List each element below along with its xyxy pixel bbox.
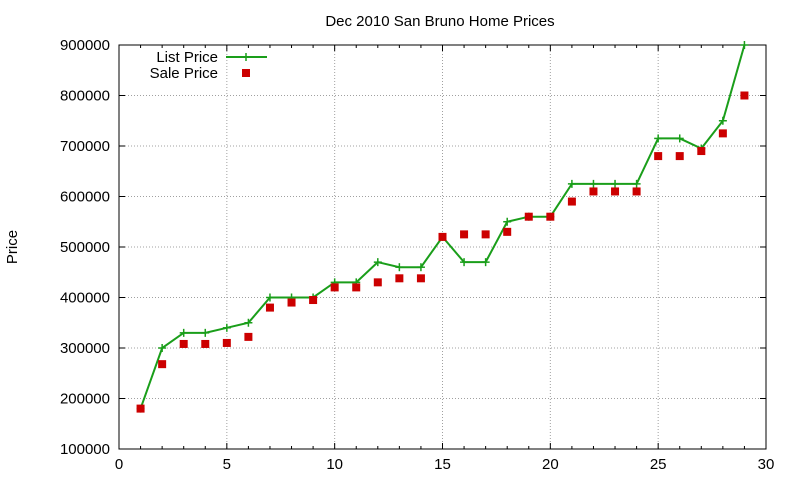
x-tick-label: 15 [434,456,451,473]
sale-price-point [309,296,318,305]
sale-price-point [287,298,296,307]
y-tick-label: 900000 [60,37,110,54]
list-price-point [373,258,382,267]
list-price-point [632,179,641,188]
sale-price-point [740,91,749,100]
list-price-point [654,134,663,143]
x-tick-label: 30 [758,456,775,473]
legend-label: Sale Price [150,65,218,82]
legend-plus-marker [242,53,250,61]
y-tick-label: 300000 [60,340,110,357]
sale-price-point [179,339,188,348]
sale-price-point [330,283,339,292]
grid [119,45,766,449]
sale-price-point [675,152,684,161]
list-price-point [460,258,469,267]
sale-price-point [244,332,253,341]
y-tick-label: 200000 [60,391,110,408]
list-price-point [740,41,749,49]
list-price-point [265,293,274,302]
sale-price-point [373,278,382,287]
x-tick-label: 5 [223,456,231,473]
sale-price-point [481,230,490,239]
y-tick-label: 100000 [60,441,110,458]
list-price-point [503,217,512,226]
legend-label: List Price [156,49,218,66]
y-tick-label: 600000 [60,189,110,206]
sale-price-point [589,187,598,196]
list-price-point [416,263,425,272]
legend-square-marker [242,69,250,77]
sale-price-point [718,129,727,138]
list-price-point [179,328,188,337]
y-tick-label: 800000 [60,88,110,105]
chart-title: Dec 2010 San Bruno Home Prices [325,13,554,30]
x-tick-label: 25 [650,456,667,473]
sale-price-point [395,274,404,283]
list-price-point [158,344,167,352]
sale-price-point [460,230,469,239]
y-tick-label: 400000 [60,290,110,307]
sale-price-point [524,212,533,221]
list-price-point [718,116,727,125]
y-tick-label: 500000 [60,239,110,256]
sale-price-point [352,283,361,292]
sale-price-point [222,338,231,347]
x-tick-label: 20 [542,456,559,473]
sale-price-point [201,339,210,348]
x-tick-label: 0 [115,456,123,473]
sale-price-point [654,152,663,161]
sale-price-point [611,187,620,196]
y-axis: 100000 200000 300000 400000 500000 600000 7000… [60,37,766,458]
sale-price-point [632,187,641,196]
list-price-point [481,258,490,267]
y-axis-label: Price [4,230,21,264]
sale-price-point [697,147,706,156]
series-layer [136,41,749,413]
list-price-point [222,323,231,332]
list-price-point [675,134,684,143]
sale-price-point [438,232,447,241]
list-price-point [611,179,620,188]
sale-price-point [503,227,512,236]
sale-price-point [136,404,145,413]
x-tick-label: 10 [326,456,343,473]
list-price-point [589,179,598,188]
sale-price-point [567,197,576,206]
list-price-point [201,328,210,337]
list-price-point [567,179,576,188]
sale-price-point [265,303,274,312]
sale-price-point [158,360,167,369]
list-price-point [244,318,253,327]
list-price-point [395,263,404,272]
sale-price-point [416,274,425,283]
sale-price-point [546,212,555,221]
y-tick-label: 700000 [60,138,110,155]
x-axis: 0 5 10 15 20 25 30 [115,45,775,473]
